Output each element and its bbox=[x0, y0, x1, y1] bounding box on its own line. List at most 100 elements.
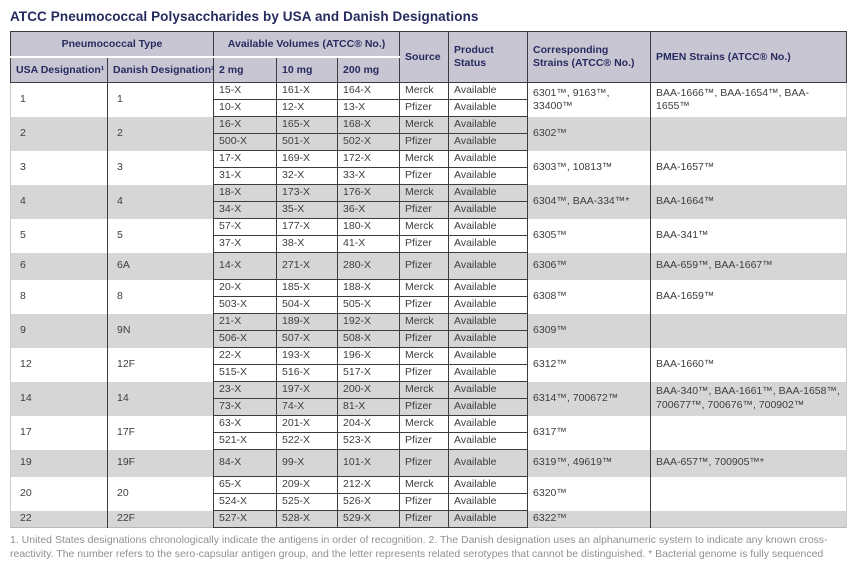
usa-designation-cell: 4 bbox=[10, 184, 108, 219]
source-cell: Merck bbox=[399, 347, 450, 365]
header-pmen-strains: PMEN Strains (ATCC® No.) bbox=[650, 31, 848, 83]
table-row: 515-X 516-X 517-X Pfizer Available bbox=[11, 364, 847, 382]
volume-10mg-cell: 38-X bbox=[276, 235, 339, 253]
volume-2mg-cell: 57-X bbox=[213, 218, 278, 236]
volume-200mg-cell: 526-X bbox=[337, 493, 401, 511]
pmen-strains-cell bbox=[650, 510, 848, 528]
volume-2mg-cell: 63-X bbox=[213, 415, 278, 433]
product-status-cell: Available bbox=[448, 279, 529, 297]
product-status-cell: Available bbox=[448, 364, 529, 382]
usa-designation-cell: 5 bbox=[10, 218, 108, 253]
danish-designation-cell: 22F bbox=[107, 510, 215, 528]
volume-2mg-cell: 20-X bbox=[213, 279, 278, 297]
pmen-strains-cell: BAA-340™, BAA-1661™, BAA-1658™, 700677™,… bbox=[650, 381, 848, 416]
product-status-cell: Available bbox=[448, 184, 529, 202]
volume-200mg-cell: 196-X bbox=[337, 347, 401, 365]
header-available-volumes: Available Volumes (ATCC® No.) bbox=[213, 31, 401, 58]
table-row: 5 5 57-X 177-X 180-X Merck Available 6305™ BAA-3… bbox=[10, 218, 848, 253]
volume-10mg-cell: 522-X bbox=[276, 432, 339, 450]
danish-designation-cell: 4 bbox=[107, 184, 215, 219]
table-body: 1 1 15-X 161-X 164-X Merck Available 6301™, 916… bbox=[10, 82, 848, 528]
danish-designation-cell: 5 bbox=[107, 218, 215, 253]
header-10mg: 10 mg bbox=[276, 56, 339, 83]
volume-2mg-cell: 15-X bbox=[213, 82, 278, 100]
usa-designation-cell: 9 bbox=[10, 313, 108, 348]
table-row: 22 22F 527-X 528-X 529-X Pfizer Available 6322™ bbox=[10, 510, 848, 528]
source-cell: Merck bbox=[399, 381, 450, 399]
source-cell: Merck bbox=[399, 476, 450, 494]
volume-200mg-cell: 168-X bbox=[337, 116, 401, 134]
pmen-strains-cell: BAA-341™ bbox=[650, 218, 848, 253]
product-status-cell: Available bbox=[448, 449, 529, 477]
header-product-status: Product Status bbox=[448, 31, 529, 83]
product-status-cell: Available bbox=[448, 252, 529, 280]
source-cell: Pfizer bbox=[399, 493, 450, 511]
volume-200mg-cell: 280-X bbox=[337, 252, 401, 280]
product-status-cell: Available bbox=[448, 510, 529, 528]
volume-2mg-cell: 521-X bbox=[213, 432, 278, 450]
table-row: 14 14 23-X 197-X 200-X Merck Available 6314™, 7… bbox=[10, 381, 848, 416]
product-status-cell: Available bbox=[448, 150, 529, 168]
source-cell: Pfizer bbox=[399, 167, 450, 185]
product-status-cell: Available bbox=[448, 330, 529, 348]
volume-10mg-cell: 209-X bbox=[276, 476, 339, 494]
source-cell: Merck bbox=[399, 184, 450, 202]
danish-designation-cell: 19F bbox=[107, 449, 215, 477]
volume-200mg-cell: 13-X bbox=[337, 99, 401, 117]
corresponding-strains-cell: 6322™ bbox=[527, 510, 652, 528]
volume-200mg-cell: 41-X bbox=[337, 235, 401, 253]
table-row: 17 17F 63-X 201-X 204-X Merck Available 6317™ bbox=[10, 415, 848, 450]
source-cell: Pfizer bbox=[399, 235, 450, 253]
product-status-cell: Available bbox=[448, 381, 529, 399]
volume-2mg-cell: 84-X bbox=[213, 449, 278, 477]
volume-200mg-cell: 508-X bbox=[337, 330, 401, 348]
corresponding-strains-cell: 6320™ bbox=[527, 476, 652, 511]
danish-designation-cell: 12F bbox=[107, 347, 215, 382]
header-row-1: Pneumococcal Type Available Volumes (ATC… bbox=[9, 31, 848, 83]
volume-10mg-cell: 189-X bbox=[276, 313, 339, 331]
volume-200mg-cell: 172-X bbox=[337, 150, 401, 168]
volume-2mg-cell: 17-X bbox=[213, 150, 278, 168]
danish-designation-cell: 2 bbox=[107, 116, 215, 151]
usa-designation-cell: 14 bbox=[10, 381, 108, 416]
table-row: 37-X 38-X 41-X Pfizer Available bbox=[11, 235, 847, 253]
corresponding-strains-cell: 6305™ bbox=[527, 218, 652, 253]
source-cell: Merck bbox=[399, 218, 450, 236]
usa-designation-cell: 3 bbox=[10, 150, 108, 185]
table-row: 2 2 16-X 165-X 168-X Merck Available 6302™ bbox=[10, 116, 848, 151]
source-cell: Pfizer bbox=[399, 432, 450, 450]
volume-10mg-cell: 185-X bbox=[276, 279, 339, 297]
header-source: Source bbox=[399, 31, 450, 83]
danish-designation-cell: 17F bbox=[107, 415, 215, 450]
volume-10mg-cell: 177-X bbox=[276, 218, 339, 236]
volume-2mg-cell: 73-X bbox=[213, 398, 278, 416]
volume-10mg-cell: 525-X bbox=[276, 493, 339, 511]
pmen-strains-cell: BAA-1659™ bbox=[650, 279, 848, 314]
volume-200mg-cell: 523-X bbox=[337, 432, 401, 450]
usa-designation-cell: 22 bbox=[10, 510, 108, 528]
volume-200mg-cell: 200-X bbox=[337, 381, 401, 399]
volume-10mg-cell: 516-X bbox=[276, 364, 339, 382]
product-status-cell: Available bbox=[448, 493, 529, 511]
danish-designation-cell: 6A bbox=[107, 252, 215, 280]
volume-200mg-cell: 36-X bbox=[337, 201, 401, 219]
product-status-cell: Available bbox=[448, 398, 529, 416]
usa-designation-cell: 17 bbox=[10, 415, 108, 450]
volume-10mg-cell: 74-X bbox=[276, 398, 339, 416]
table-row: 20 20 65-X 209-X 212-X Merck Available 6320™ bbox=[10, 476, 848, 511]
product-status-cell: Available bbox=[448, 116, 529, 134]
volume-2mg-cell: 16-X bbox=[213, 116, 278, 134]
source-cell: Merck bbox=[399, 313, 450, 331]
table-header: Pneumococcal Type Available Volumes (ATC… bbox=[9, 31, 848, 83]
volume-10mg-cell: 528-X bbox=[276, 510, 339, 528]
table-row: 3 3 17-X 169-X 172-X Merck Available 6303™, 108… bbox=[10, 150, 848, 185]
usa-designation-cell: 12 bbox=[10, 347, 108, 382]
source-cell: Pfizer bbox=[399, 510, 450, 528]
pmen-strains-cell bbox=[650, 476, 848, 511]
volume-10mg-cell: 35-X bbox=[276, 201, 339, 219]
volume-10mg-cell: 165-X bbox=[276, 116, 339, 134]
table-row: 4 4 18-X 173-X 176-X Merck Available 6304™, BAA… bbox=[10, 184, 848, 219]
product-status-cell: Available bbox=[448, 476, 529, 494]
corresponding-strains-cell: 6304™, BAA-334™* bbox=[527, 184, 652, 219]
